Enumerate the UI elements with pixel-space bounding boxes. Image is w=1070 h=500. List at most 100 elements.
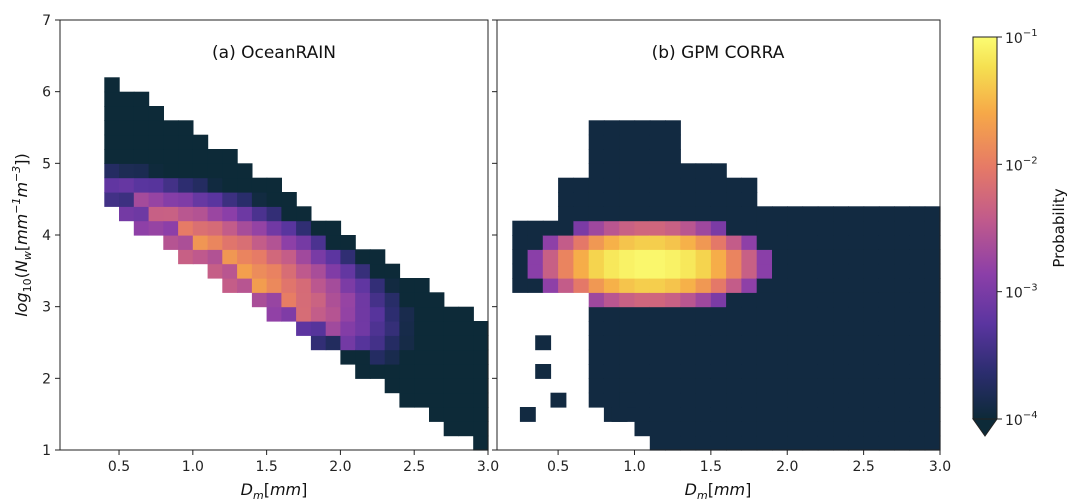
heatmap-cell xyxy=(634,134,651,150)
heatmap-cell xyxy=(863,392,880,408)
heatmap-cell xyxy=(710,163,727,179)
heatmap-cell xyxy=(192,134,209,150)
heatmap-cell xyxy=(237,278,253,293)
heatmap-cell xyxy=(603,235,620,250)
heatmap-cell xyxy=(665,292,681,308)
heatmap-cell xyxy=(848,235,865,250)
heatmap-cell xyxy=(340,306,356,322)
heatmap-cell xyxy=(680,249,697,265)
heatmap-cell xyxy=(237,263,253,279)
heatmap-cell xyxy=(527,220,544,236)
heatmap-cell xyxy=(251,263,268,279)
heatmap-cell xyxy=(649,349,666,365)
heatmap-cell xyxy=(649,407,666,422)
heatmap-cell xyxy=(649,249,666,265)
heatmap-cell xyxy=(603,206,620,222)
heatmap-cell xyxy=(207,149,223,164)
heatmap-cell xyxy=(878,364,895,379)
heatmap-cell xyxy=(756,435,773,451)
heatmap-cell xyxy=(878,235,895,250)
heatmap-cell xyxy=(894,349,911,365)
heatmap-cell xyxy=(802,306,819,322)
heatmap-cell xyxy=(634,364,651,379)
heatmap-cell xyxy=(558,235,574,250)
heatmap-cell xyxy=(878,249,895,265)
heatmap-cell xyxy=(603,392,620,408)
heatmap-cell xyxy=(384,378,401,394)
x-tick-label: 3.0 xyxy=(477,459,499,475)
heatmap-cell xyxy=(634,163,651,179)
heatmap-cell xyxy=(148,206,164,222)
heatmap-cell xyxy=(178,235,194,250)
heatmap-cell xyxy=(251,292,268,308)
heatmap-cell xyxy=(726,378,742,394)
heatmap-cell xyxy=(542,235,559,250)
heatmap-cell xyxy=(817,249,834,265)
heatmap-cell xyxy=(355,278,371,293)
heatmap-cell xyxy=(429,321,445,336)
heatmap-cell xyxy=(588,134,605,150)
heatmap-cell xyxy=(894,278,911,293)
heatmap-cell xyxy=(863,278,880,293)
heatmap-cell xyxy=(222,249,238,265)
heatmap-cell xyxy=(325,335,342,351)
heatmap-cell xyxy=(710,192,727,207)
heatmap-cell xyxy=(603,163,620,179)
heatmap-cell xyxy=(665,192,681,207)
heatmap-cell xyxy=(296,263,312,279)
heatmap-cell xyxy=(833,278,849,293)
heatmap-cell xyxy=(741,235,758,250)
heatmap-cell xyxy=(281,235,297,250)
heatmap-cell xyxy=(399,335,415,351)
heatmap-cell xyxy=(710,407,727,422)
heatmap-cell xyxy=(634,220,651,236)
heatmap-cell xyxy=(741,263,758,279)
heatmap-cell xyxy=(848,206,865,222)
heatmap-cell xyxy=(649,435,666,451)
heatmap-cell xyxy=(178,206,194,222)
heatmap-cell xyxy=(473,421,489,437)
heatmap-cell xyxy=(695,235,712,250)
heatmap-cell xyxy=(458,421,474,437)
heatmap-cell xyxy=(310,263,327,279)
heatmap-cell xyxy=(340,235,356,250)
heatmap-cell xyxy=(310,292,327,308)
heatmap-cell xyxy=(680,235,697,250)
heatmap-cell xyxy=(251,235,268,250)
heatmap-cell xyxy=(473,378,489,394)
heatmap-cell xyxy=(909,249,926,265)
heatmap-cell xyxy=(878,421,895,437)
heatmap-cell xyxy=(603,263,620,279)
heatmap-cell xyxy=(588,120,605,136)
heatmap-cell xyxy=(741,192,758,207)
heatmap-cell xyxy=(802,335,819,351)
x-tick-label: 2.0 xyxy=(776,459,798,475)
heatmap-cell xyxy=(619,306,636,322)
y-tick-label: 7 xyxy=(42,13,51,29)
heatmap-cell xyxy=(817,206,834,222)
colorbar-tick-label: 10−3 xyxy=(1005,283,1038,302)
x-tick-label: 0.5 xyxy=(547,459,569,475)
heatmap-cell xyxy=(649,306,666,322)
heatmap-cell xyxy=(802,435,819,451)
heatmap-cell xyxy=(710,335,727,351)
x-tick-label: 2.5 xyxy=(403,459,425,475)
heatmap-cell xyxy=(817,378,834,394)
heatmap-cell xyxy=(848,349,865,365)
heatmap-cell xyxy=(325,263,342,279)
heatmap-cell xyxy=(542,263,559,279)
heatmap-cell xyxy=(192,177,209,193)
heatmap-cell xyxy=(741,392,758,408)
heatmap-cell xyxy=(710,421,727,437)
heatmap-cell xyxy=(726,421,742,437)
heatmap-cell xyxy=(355,321,371,336)
heatmap-cell xyxy=(163,177,179,193)
heatmap-cell xyxy=(924,263,941,279)
heatmap-cell xyxy=(384,306,401,322)
heatmap-cell xyxy=(148,149,164,164)
heatmap-cell xyxy=(680,435,697,451)
heatmap-cell xyxy=(634,407,651,422)
heatmap-cell xyxy=(878,378,895,394)
heatmap-cell xyxy=(558,263,574,279)
